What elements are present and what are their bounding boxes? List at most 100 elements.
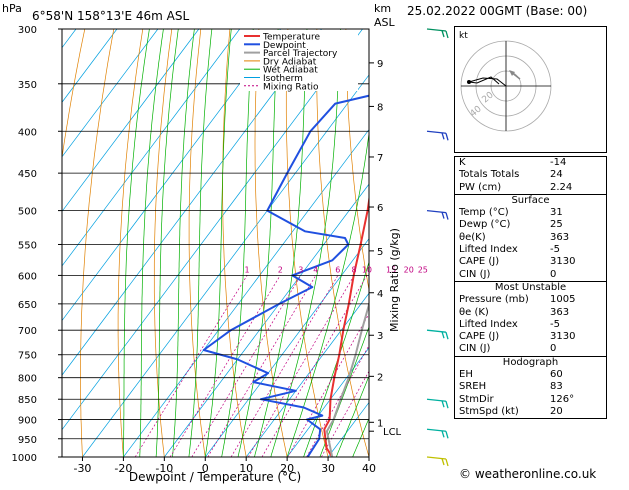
hodograph-point <box>467 80 471 84</box>
isotherm-line <box>82 74 369 457</box>
row-value: 3130 <box>550 331 576 343</box>
dry-adiabat-line <box>345 29 369 292</box>
surface-row: Temp (°C) 31 <box>455 207 606 219</box>
wet-adiabat-line <box>335 374 369 457</box>
hodograph-ring-label-40: 40 <box>469 104 484 119</box>
wind-barb-staff <box>426 130 447 134</box>
height-tick-label: 7 <box>377 153 383 164</box>
hodograph-ring-label-20: 20 <box>481 90 496 105</box>
height-tick-label: 2 <box>377 372 383 383</box>
hodograph-kt-label: kt <box>459 31 468 41</box>
mixing-ratio-line <box>287 313 369 457</box>
legend-label: Temperature <box>262 33 320 43</box>
wet-adiabat-line <box>270 29 341 457</box>
pressure-tick-label: 950 <box>18 435 37 446</box>
wind-barb-staff <box>426 209 447 214</box>
row-value: 31 <box>550 207 563 219</box>
pressure-tick-label: 800 <box>18 374 37 385</box>
pressure-tick-label: 1000 <box>12 453 37 464</box>
mixing-ratio-label: 3 <box>298 265 303 274</box>
x-tick-label: 40 <box>362 462 376 475</box>
pressure-tick-label: 700 <box>18 326 37 337</box>
wet-adiabat-line <box>123 29 150 457</box>
mixing-ratio-label: 4 <box>313 265 318 274</box>
row-value: 20 <box>550 405 563 417</box>
row-label: θe(K) <box>459 231 486 243</box>
x-tick-label: -30 <box>73 462 91 475</box>
row-value: -5 <box>550 244 560 256</box>
mixing-ratio-label: 2 <box>278 265 283 274</box>
mu-row: Pressure (mb) 1005 <box>455 294 606 306</box>
row-label: CIN (J) <box>459 268 491 280</box>
row-label: Pressure (mb) <box>459 294 529 306</box>
pressure-unit-label: hPa <box>2 2 22 15</box>
legend-label: Wet Adiabat <box>263 66 318 76</box>
x-tick-label: 20 <box>280 462 294 475</box>
row-value: 25 <box>550 219 563 231</box>
credit-footer: © weatheronline.co.uk <box>459 467 597 481</box>
pressure-tick-label: 300 <box>18 25 37 36</box>
x-tick-label: 30 <box>321 462 335 475</box>
pressure-tick-label: 600 <box>18 271 37 282</box>
dry-adiabat-line <box>254 29 288 457</box>
wind-barb-flag <box>445 133 449 141</box>
surface-row: Dewp (°C) 25 <box>455 219 606 231</box>
row-value: -5 <box>550 318 560 330</box>
row-label: StmDir <box>459 393 494 405</box>
isotherm-line <box>164 183 369 457</box>
wind-barb-staff <box>426 398 447 402</box>
surface-row: CIN (J) 0 <box>455 269 606 281</box>
row-value: 83 <box>550 381 563 393</box>
mixing-ratio-label: 15 <box>386 265 396 274</box>
mixing-ratio-line <box>169 275 281 457</box>
dry-adiabat-line <box>285 29 329 457</box>
lcl-label: LCL <box>383 427 402 438</box>
wind-barbs <box>426 28 449 467</box>
mixing-ratio-label: 25 <box>418 265 428 274</box>
x-tick-label: 0 <box>202 462 209 475</box>
row-value: 1005 <box>550 294 576 306</box>
row-value: 363 <box>550 306 570 318</box>
mixing-ratio-label: 6 <box>335 265 340 274</box>
wind-barb-flag <box>441 30 445 38</box>
wind-barb-flag <box>445 401 449 409</box>
height-tick-label: 5 <box>377 247 383 258</box>
pressure-tick-label: 550 <box>18 240 37 251</box>
isotherm-line <box>62 29 118 103</box>
wind-barb-flag <box>445 332 449 340</box>
hodo-row: SREH 83 <box>455 381 606 393</box>
wind-barb-flag <box>441 132 445 140</box>
mu-row: θe (K) 363 <box>455 307 606 319</box>
wet-adiabat-line <box>155 29 179 457</box>
dry-adiabat-line <box>607 29 629 457</box>
row-label: CIN (J) <box>459 343 491 355</box>
x-tick-label: -20 <box>114 462 132 475</box>
hodograph-trace <box>468 76 507 87</box>
legend-label: Mixing Ratio <box>263 82 319 92</box>
wind-barb-flag <box>441 458 445 466</box>
pressure-tick-label: 750 <box>18 351 37 362</box>
mu-row: Lifted Index -5 <box>455 319 606 331</box>
row-value: 60 <box>550 369 563 381</box>
pressure-tick-label: 900 <box>18 416 37 427</box>
pressure-tick-label: 850 <box>18 395 37 406</box>
hodograph-table-title: Hodograph <box>455 355 606 369</box>
row-value: 126° <box>550 393 575 405</box>
pressure-tick-label: 650 <box>18 300 37 311</box>
x-tick-label: 10 <box>239 462 253 475</box>
index-row-k: K -14 <box>455 157 606 169</box>
height-unit-asl: ASL <box>374 16 396 29</box>
isotherm-line <box>62 29 241 267</box>
location-label: 6°58'N 158°13'E 46m ASL <box>32 9 189 23</box>
wet-adiabat-line <box>172 29 195 457</box>
indices-table: K -14 Totals Totals 24 PW (cm) 2.24 Surf… <box>454 156 607 420</box>
row-value: 3130 <box>550 256 576 268</box>
mixing-ratio-label: 8 <box>352 265 357 274</box>
hodo-row: EH 60 <box>455 369 606 381</box>
isotherm-line <box>204 238 369 457</box>
x-tick-label: -10 <box>155 462 173 475</box>
pressure-tick-label: 400 <box>18 127 37 138</box>
dry-adiabat-line <box>62 29 86 161</box>
surface-title: Surface <box>455 193 606 207</box>
wind-barb-flag <box>441 400 445 408</box>
